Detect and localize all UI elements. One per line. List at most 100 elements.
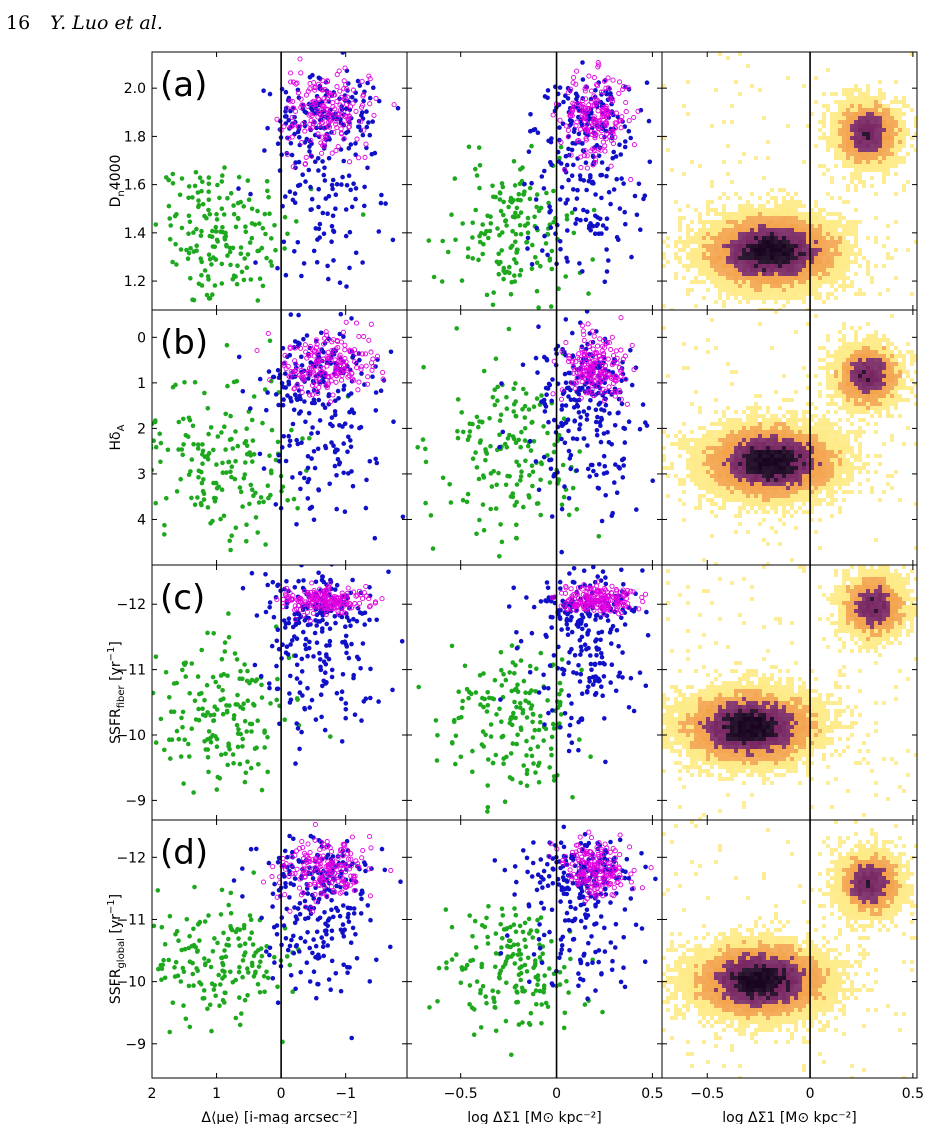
green-point xyxy=(211,480,216,486)
density-cell xyxy=(802,212,806,216)
density-cell xyxy=(894,148,898,152)
blue-point xyxy=(295,240,301,245)
density-cell xyxy=(702,256,706,260)
magenta-point xyxy=(583,116,589,122)
blue-point xyxy=(236,354,242,360)
density-cell xyxy=(718,450,722,454)
density-cell xyxy=(794,212,798,216)
density-cell xyxy=(730,228,734,232)
green-point xyxy=(256,500,262,505)
density-cell xyxy=(690,280,694,284)
density-cell xyxy=(890,100,894,104)
density-cell xyxy=(706,438,710,442)
density-cell xyxy=(750,268,754,272)
density-cell xyxy=(818,446,822,450)
green-point xyxy=(235,443,241,449)
green-point xyxy=(474,531,479,537)
density-cell xyxy=(738,288,742,292)
density-cell xyxy=(750,204,754,208)
density-cell xyxy=(874,100,878,104)
green-point xyxy=(260,420,265,426)
green-point xyxy=(247,240,253,245)
magenta-point xyxy=(600,343,606,349)
density-cell xyxy=(834,156,838,160)
density-cell xyxy=(798,280,802,284)
blue-point xyxy=(309,154,314,159)
density-cell xyxy=(898,108,902,112)
density-cell xyxy=(786,248,790,252)
density-cell xyxy=(774,422,778,426)
density-cell xyxy=(866,116,870,120)
density-cell xyxy=(694,450,698,454)
density-cell xyxy=(834,120,838,124)
density-cell xyxy=(758,454,762,458)
density-cell xyxy=(838,374,842,378)
density-cell xyxy=(838,156,842,160)
magenta-point xyxy=(586,343,592,349)
density-cell xyxy=(770,248,774,252)
density-cell xyxy=(766,438,770,442)
blue-point xyxy=(320,210,326,216)
green-point xyxy=(215,434,221,439)
green-point xyxy=(501,199,507,205)
density-cell xyxy=(874,402,878,406)
density-cell xyxy=(854,330,858,334)
green-point xyxy=(237,485,243,490)
density-cell xyxy=(766,272,770,276)
density-cell xyxy=(758,450,762,454)
density-cell xyxy=(886,120,890,124)
green-point xyxy=(294,219,299,224)
blue-point xyxy=(353,141,358,146)
density-cell xyxy=(750,260,754,264)
green-point xyxy=(423,446,428,452)
magenta-point xyxy=(338,126,344,132)
density-cell xyxy=(750,228,754,232)
density-cell xyxy=(758,272,762,276)
density-cell xyxy=(902,160,906,164)
magenta-point xyxy=(289,114,295,120)
density-cell xyxy=(686,112,690,116)
density-cell xyxy=(854,104,858,108)
magenta-point xyxy=(318,140,324,146)
density-cell xyxy=(698,264,702,268)
density-cell xyxy=(730,220,734,224)
density-cell xyxy=(866,374,870,378)
density-cell xyxy=(846,366,850,370)
density-cell xyxy=(818,358,822,362)
blue-point xyxy=(303,179,308,184)
density-cell xyxy=(866,264,870,268)
density-cell xyxy=(902,100,906,104)
magenta-point xyxy=(312,100,318,106)
density-cell xyxy=(802,300,806,304)
density-cell xyxy=(766,446,770,450)
blue-point xyxy=(298,486,303,492)
density-cell xyxy=(834,434,838,438)
density-cell xyxy=(834,446,838,450)
blue-point xyxy=(622,144,628,150)
green-point xyxy=(548,304,554,309)
density-cell xyxy=(842,144,846,148)
density-cell xyxy=(830,212,834,216)
blue-point xyxy=(349,94,355,100)
density-cell xyxy=(818,264,822,268)
density-cell xyxy=(818,454,822,458)
density-cell xyxy=(778,462,782,466)
blue-point xyxy=(534,225,539,231)
density-cell xyxy=(890,386,894,390)
density-cell xyxy=(854,96,858,100)
density-cell xyxy=(746,300,750,304)
density-cell xyxy=(862,100,866,104)
density-cell xyxy=(910,386,914,390)
density-cell xyxy=(870,342,874,346)
density-cell xyxy=(870,334,874,338)
density-cell xyxy=(742,422,746,426)
green-point xyxy=(223,230,228,236)
density-cell xyxy=(830,136,834,140)
density-cell xyxy=(694,264,698,268)
density-cell xyxy=(802,284,806,288)
magenta-point xyxy=(307,392,313,398)
density-cell xyxy=(854,438,858,442)
density-cell xyxy=(834,390,838,394)
green-point xyxy=(489,484,495,489)
density-cell xyxy=(818,346,822,350)
